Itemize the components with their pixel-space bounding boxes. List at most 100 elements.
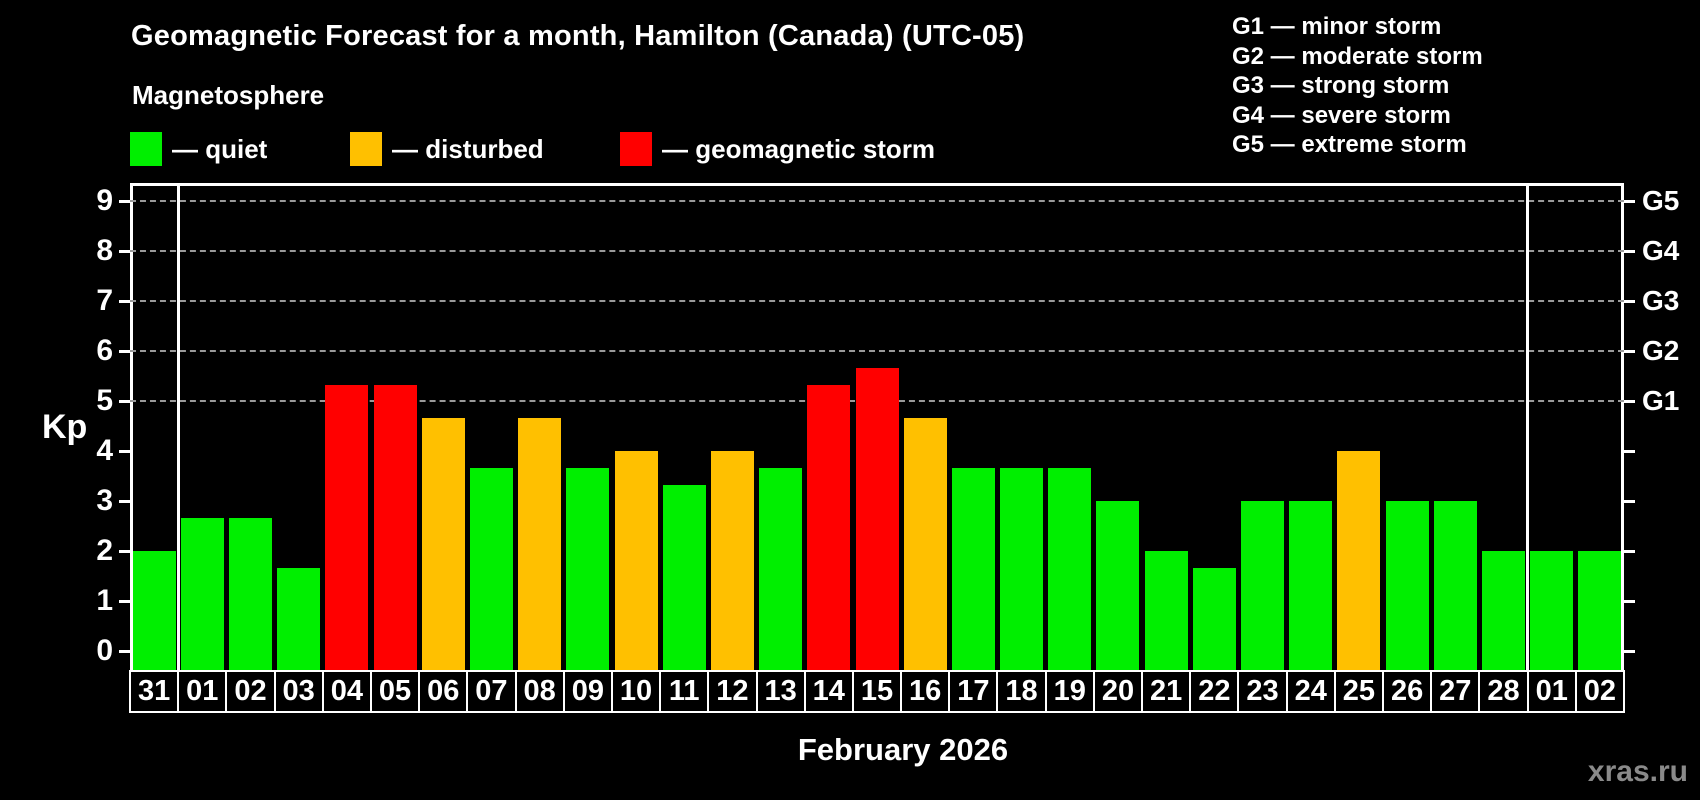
bar-day-22 xyxy=(1192,567,1236,670)
y-tick-label-3: 3 xyxy=(96,484,113,517)
x-day-label-10: 10 xyxy=(610,670,662,713)
y-tick-label-7: 7 xyxy=(96,284,113,317)
x-day-label-05: 05 xyxy=(369,670,421,713)
g-scale-label-g5: G5 xyxy=(1642,185,1680,216)
g-scale-label-g2: G2 xyxy=(1642,335,1680,366)
g-scale-label-g4: G4 xyxy=(1642,235,1680,266)
y-tick-left-7 xyxy=(119,299,130,303)
bar-day-12 xyxy=(710,451,754,670)
x-day-label-27: 27 xyxy=(1430,670,1481,713)
gridline-kp7 xyxy=(130,300,1624,302)
bar-day-18 xyxy=(1000,467,1044,670)
y-tick-left-2 xyxy=(119,549,130,553)
x-day-label-31: 31 xyxy=(129,670,180,713)
y-tick-left-4 xyxy=(119,449,130,453)
bar-day-23 xyxy=(1241,501,1285,670)
watermark: xras.ru xyxy=(1587,755,1688,788)
bar-day-11 xyxy=(662,484,706,670)
x-day-label-15: 15 xyxy=(851,670,903,713)
y-tick-label-6: 6 xyxy=(96,334,113,367)
y-tick-left-3 xyxy=(119,499,130,503)
x-day-label-26: 26 xyxy=(1382,670,1433,713)
x-day-label-23: 23 xyxy=(1237,670,1288,713)
legend-label-disturbed: — disturbed xyxy=(392,133,544,164)
y-tick-label-1: 1 xyxy=(96,584,113,617)
g-scale-label-g3: G3 xyxy=(1642,285,1680,316)
x-day-label-13: 13 xyxy=(755,670,806,713)
x-day-label-11: 11 xyxy=(659,670,710,713)
x-day-label-04: 04 xyxy=(321,670,372,713)
bar-day-14 xyxy=(807,384,851,670)
y-axis-title: Kp xyxy=(42,408,88,446)
bar-day-09 xyxy=(566,467,610,670)
y-tick-left-8 xyxy=(119,249,130,253)
x-day-label-16: 16 xyxy=(900,670,951,713)
x-day-label-02: 02 xyxy=(1574,670,1625,713)
g-legend-line-g2: G2 — moderate storm xyxy=(1232,42,1483,70)
y-tick-right-9 xyxy=(1624,199,1635,203)
bar-day-17 xyxy=(951,467,995,670)
bar-day-08 xyxy=(518,417,562,670)
x-day-label-12: 12 xyxy=(707,670,758,713)
x-axis-title: February 2026 xyxy=(797,732,1009,767)
x-day-label-18: 18 xyxy=(996,670,1047,713)
plot-frame xyxy=(130,183,1624,670)
bar-day-20 xyxy=(1096,501,1140,670)
bar-day-19 xyxy=(1048,467,1092,670)
bar-day-27 xyxy=(1433,501,1477,670)
g-legend-line-g4: G4 — severe storm xyxy=(1232,101,1451,129)
x-day-label-28: 28 xyxy=(1478,670,1529,713)
g-legend-line-g3: G3 — strong storm xyxy=(1232,72,1450,99)
gridline-kp8 xyxy=(130,250,1624,252)
x-day-label-08: 08 xyxy=(514,670,565,713)
gridline-kp6 xyxy=(130,350,1624,352)
legend-item-quiet: — quiet xyxy=(130,132,267,166)
chart-subtitle: Magnetosphere xyxy=(132,80,325,110)
storm-color-swatch xyxy=(620,132,652,166)
y-tick-left-5 xyxy=(119,399,130,403)
y-tick-right-3 xyxy=(1624,499,1635,503)
y-tick-right-5 xyxy=(1624,399,1635,403)
bar-day-05 xyxy=(373,384,417,670)
x-day-label-01: 01 xyxy=(1526,670,1577,713)
x-day-label-03: 03 xyxy=(273,670,324,713)
bar-day-25 xyxy=(1337,451,1381,670)
x-day-label-25: 25 xyxy=(1333,670,1385,713)
month-separator xyxy=(1526,183,1530,670)
y-tick-right-8 xyxy=(1624,249,1635,253)
y-tick-label-0: 0 xyxy=(96,634,113,667)
bar-day-06 xyxy=(421,417,465,670)
x-day-label-09: 09 xyxy=(562,670,613,713)
y-tick-right-4 xyxy=(1624,449,1635,453)
y-tick-right-2 xyxy=(1624,549,1635,553)
x-day-label-19: 19 xyxy=(1044,670,1095,713)
bar-day-07 xyxy=(469,467,513,670)
bar-day-01 xyxy=(180,517,224,670)
bar-day-28 xyxy=(1482,551,1526,670)
legend-item-storm: — geomagnetic storm xyxy=(620,132,935,166)
bar-day-16 xyxy=(903,417,947,670)
chart-title: Geomagnetic Forecast for a month, Hamilt… xyxy=(131,20,1025,52)
x-day-label-20: 20 xyxy=(1092,670,1144,713)
quiet-color-swatch xyxy=(130,132,162,166)
bar-day-04 xyxy=(325,384,369,670)
y-tick-right-0 xyxy=(1624,649,1635,653)
x-day-label-14: 14 xyxy=(803,670,854,713)
bar-day-15 xyxy=(855,367,899,670)
g-scale-label-g1: G1 xyxy=(1642,385,1680,416)
y-tick-left-6 xyxy=(119,349,130,353)
g-legend-line-g1: G1 — minor storm xyxy=(1232,13,1442,40)
y-tick-label-9: 9 xyxy=(96,184,113,217)
y-tick-label-8: 8 xyxy=(96,234,113,267)
legend-label-quiet: — quiet xyxy=(172,133,268,164)
bar-day-01 xyxy=(1530,551,1574,670)
legend-item-disturbed: — disturbed xyxy=(350,132,544,166)
x-day-label-02: 02 xyxy=(225,670,276,713)
bar-day-02 xyxy=(228,517,272,670)
month-separator xyxy=(176,183,180,670)
y-tick-left-0 xyxy=(119,649,130,653)
y-tick-left-9 xyxy=(119,199,130,203)
x-day-label-01: 01 xyxy=(177,670,228,713)
y-tick-label-5: 5 xyxy=(96,384,113,417)
